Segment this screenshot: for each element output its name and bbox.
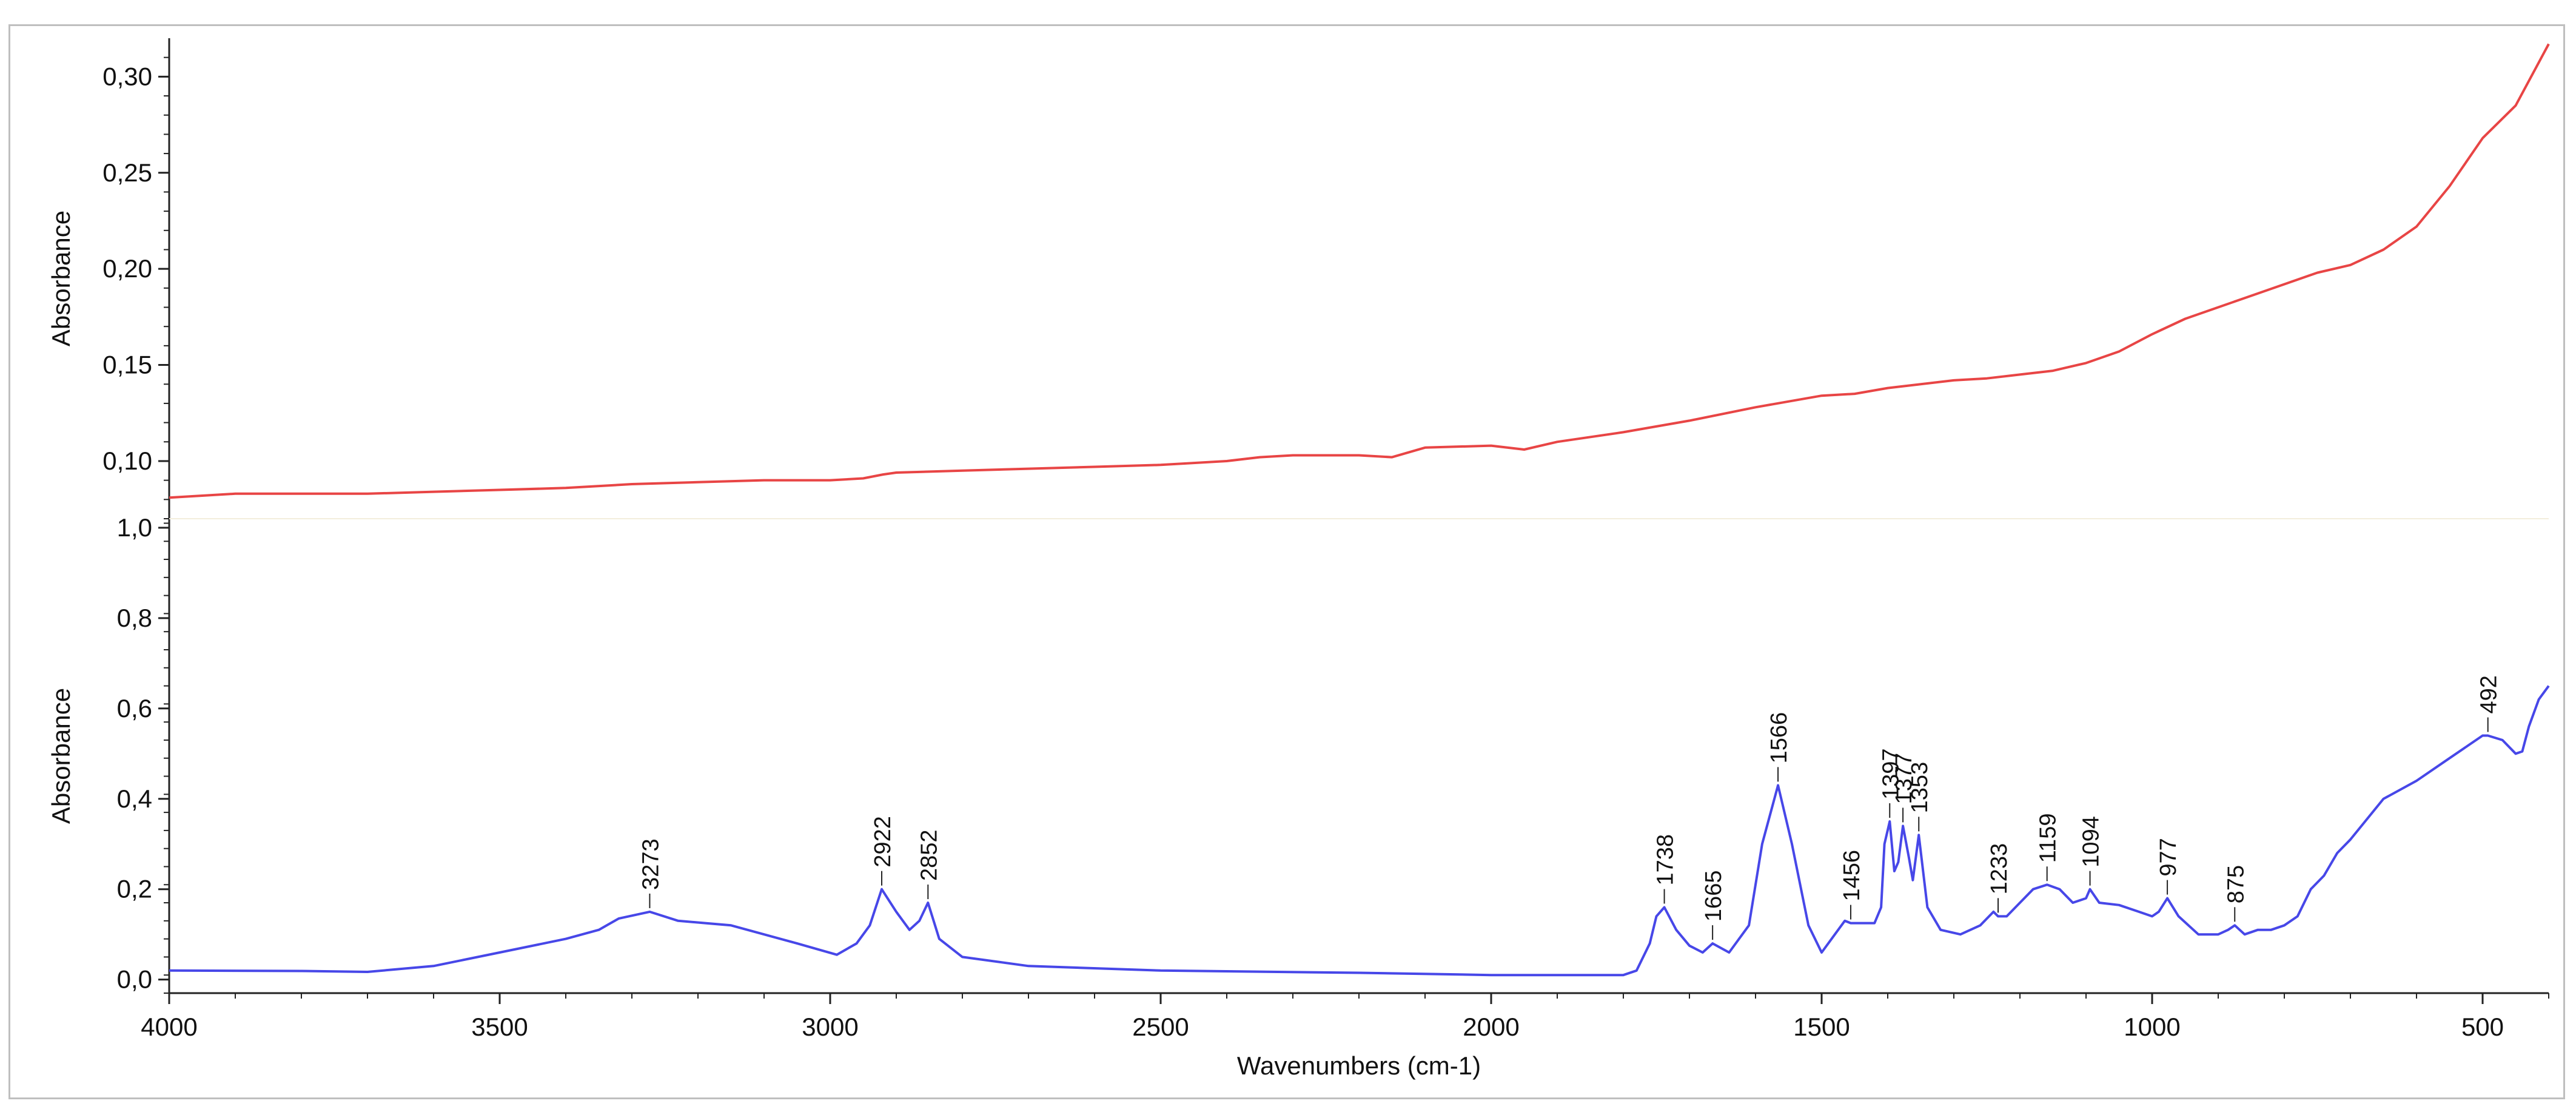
top-y-tick-label: 0,10	[102, 447, 152, 475]
peak-label: 1665	[1701, 871, 1726, 922]
peak-label: 1738	[1653, 834, 1679, 886]
bottom-y-tick-label: 0,8	[117, 604, 152, 632]
bottom-y-tick-label: 0,4	[117, 784, 152, 813]
peak-label: 1094	[2079, 816, 2104, 868]
peak-label: 492	[2477, 675, 2502, 713]
peak-label: 977	[2156, 838, 2181, 876]
bottom-y-tick-label: 1,0	[117, 513, 152, 542]
peak-label: 2922	[870, 816, 896, 868]
peak-label: 1566	[1766, 712, 1792, 764]
peak-label: 1377	[1891, 753, 1917, 804]
peak-label: 875	[2223, 865, 2249, 903]
x-axis: 4000 3500 3000 2500 2000 1500 1000 500 Wavenumbe…	[141, 992, 2549, 1080]
peak-label: 1397	[1878, 748, 1903, 800]
top-spectrum-line	[169, 43, 2550, 499]
bottom-y-tick-label: 0,0	[117, 965, 152, 994]
x-tick-label: 3000	[802, 1013, 858, 1041]
x-tick-label: 1000	[2124, 1013, 2180, 1041]
x-tick-label: 2500	[1132, 1013, 1189, 1041]
peak-label: 1159	[2036, 814, 2061, 863]
x-tick-label: 4000	[141, 1013, 197, 1041]
x-tick-label: 1500	[1793, 1013, 1850, 1041]
x-tick-label: 2000	[1463, 1013, 1519, 1041]
x-tick-label: 500	[2461, 1013, 2504, 1041]
top-y-axis-title: Absorbance	[47, 211, 75, 346]
top-y-tick-label: 0,15	[102, 351, 152, 379]
x-tick-label: 3500	[471, 1013, 528, 1041]
peak-label: 1456	[1839, 850, 1865, 902]
bottom-spectrum-line	[169, 685, 2550, 977]
top-y-tick-label: 0,30	[102, 62, 152, 90]
peak-label: 2852	[916, 830, 942, 881]
top-y-tick-label: 0,25	[102, 158, 152, 187]
top-spectrum-panel: 0,30 0,25 0,20 0,15 0,10 Absorbance	[47, 38, 2550, 519]
peak-label: 1233	[1987, 843, 2012, 895]
top-y-tick-label: 0,20	[102, 254, 152, 283]
bottom-y-axis-title: Absorbance	[47, 688, 75, 824]
peak-label: 1353	[1907, 762, 1933, 814]
bottom-y-tick-label: 0,2	[117, 875, 152, 903]
peak-label: 3273	[638, 838, 663, 890]
bottom-spectrum-panel: 1,0 0,8 0,6 0,4 0,2 0,0 Absorbance 3273 2922 2852…	[47, 513, 2550, 994]
chart-frame: 0,30 0,25 0,20 0,15 0,10 Absorbance 1,0 0,8 0,6…	[8, 24, 2565, 1099]
x-axis-title: Wavenumbers (cm-1)	[1237, 1051, 1481, 1080]
bottom-y-tick-label: 0,6	[117, 694, 152, 723]
ir-spectrum-chart: 0,30 0,25 0,20 0,15 0,10 Absorbance 1,0 0,8 0,6…	[47, 38, 2550, 1080]
